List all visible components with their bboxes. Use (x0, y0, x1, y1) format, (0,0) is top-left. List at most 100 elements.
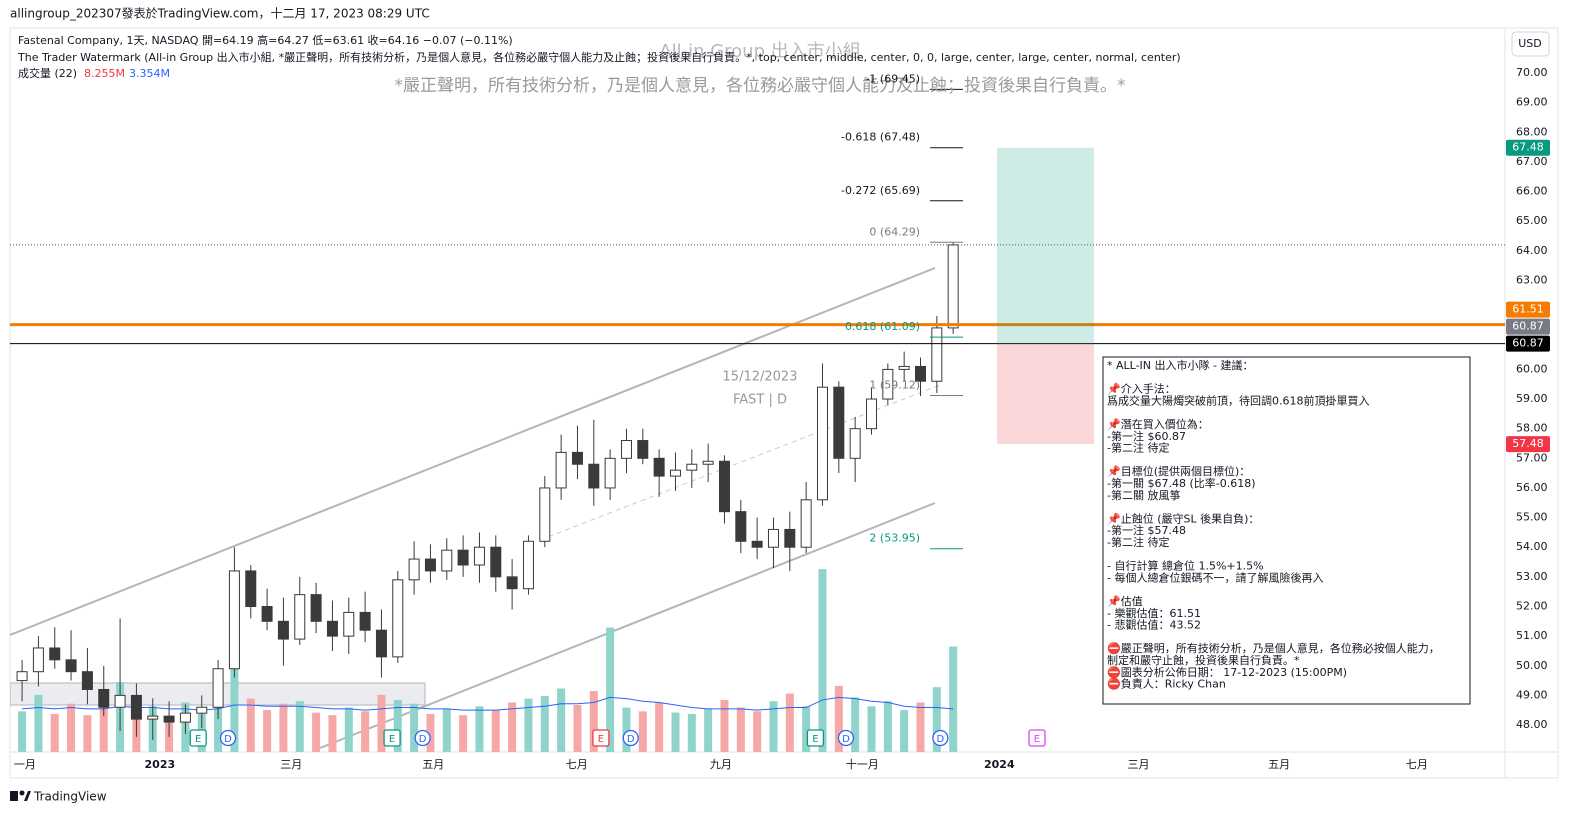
candle-body (800, 499, 812, 548)
volume-bar (50, 713, 59, 752)
candle-body (686, 463, 698, 471)
volume-bar (606, 627, 615, 752)
currency-box[interactable] (1511, 31, 1550, 57)
volume-bar (508, 702, 517, 752)
volume-bar (83, 715, 92, 752)
volume-bar (916, 702, 925, 752)
y-tick-label: 70.00 (1516, 66, 1548, 79)
event-badge (189, 729, 207, 747)
info-line: - 樂觀估值：61.51 (1107, 606, 1201, 620)
logo-dot (19, 790, 25, 796)
candle-body (81, 671, 93, 690)
y-tick-label: 63.00 (1516, 273, 1548, 286)
event-marker: D (622, 729, 639, 747)
volume-bar (949, 646, 958, 752)
event-marker: E (383, 729, 401, 747)
volume-bar (851, 697, 860, 752)
y-tick-label: 51.00 (1516, 629, 1548, 642)
event-label: E (598, 734, 604, 745)
event-marker: D (219, 729, 237, 747)
plot (10, 88, 1505, 752)
event-marker: D (414, 729, 431, 747)
info-line: 📌估值 (1107, 594, 1143, 608)
candle-body (163, 715, 175, 723)
candle-body (277, 620, 289, 640)
candle-body (637, 440, 649, 459)
candle-body (228, 570, 240, 670)
footer: TradingView (33, 790, 107, 804)
candle-body (718, 460, 730, 513)
volume-bar (687, 713, 696, 752)
candle-body (849, 428, 861, 459)
volume-bar (540, 696, 549, 752)
volume-bar (818, 569, 827, 752)
currency[interactable]: USD (1518, 37, 1542, 50)
candle-body (751, 540, 763, 548)
candle-body (865, 398, 877, 430)
volume-bar (99, 707, 108, 752)
watermark-title: All-in Group 出入市小組 (659, 41, 860, 62)
candle-body (604, 457, 616, 489)
candle-body (473, 546, 485, 566)
candle-body (784, 528, 796, 548)
info-line: 制定和嚴守止蝕，投資後果自行負責。* (1107, 653, 1300, 667)
volume-bar (230, 663, 239, 752)
y-tick-label: 64.00 (1516, 244, 1548, 257)
event-label: D (937, 734, 945, 745)
info-line: -第二注 待定 (1107, 535, 1169, 549)
volume-bar (67, 703, 76, 752)
fib-label: -1 (69.45) (865, 72, 920, 85)
price-tag (1506, 139, 1550, 156)
candle-body (767, 528, 779, 548)
volume-legend-name: 成交量 (22) (18, 66, 77, 80)
volume-bar (312, 712, 321, 752)
volume-bar (671, 712, 680, 752)
candle-body (653, 457, 665, 477)
y-tick-label: 57.00 (1516, 451, 1548, 464)
event-label: D (627, 734, 635, 745)
candle-body (424, 558, 436, 572)
volume-bar (361, 711, 370, 752)
volume-bar (736, 707, 745, 752)
fib-label: -0.618 (67.48) (841, 131, 920, 144)
candle-body (16, 671, 28, 682)
currency-button[interactable]: USD (1511, 31, 1550, 57)
volume-bar (883, 701, 892, 752)
candle-body (294, 594, 306, 640)
info-box (1102, 356, 1471, 705)
event-badge (414, 729, 431, 747)
event-label: D (842, 734, 850, 745)
price-tag (1506, 301, 1550, 318)
symbol-line: Fastenal Company, 1天, NASDAQ 開=64.19 高=6… (18, 33, 513, 47)
candle-body (98, 688, 110, 708)
volume-bar (246, 698, 255, 752)
x-tick-label: 十一月 (846, 757, 879, 771)
candle-body (914, 365, 926, 382)
y-tick-label: 52.00 (1516, 599, 1548, 612)
price-tag-label: 60.87 (1512, 337, 1544, 350)
candle-body (833, 386, 845, 459)
event-badge (622, 729, 639, 747)
volume-bar (475, 706, 484, 752)
volume-bar (900, 710, 909, 752)
indicator-line: The Trader Watermark (All-in Group 出入市小組… (17, 50, 1181, 64)
volume-bar (704, 708, 713, 752)
volume-bar (214, 693, 223, 752)
candle-body (882, 368, 894, 400)
volume-bar (459, 715, 468, 752)
candle-body (375, 629, 387, 658)
candle-body (539, 487, 551, 542)
info-line: - 自行計算 總倉位 1.5%+1.5% (1107, 559, 1264, 573)
y-tick-label: 56.00 (1516, 481, 1548, 494)
price-tag (1506, 335, 1550, 352)
event-label: D (419, 734, 427, 745)
candle-body (196, 706, 208, 714)
info-line: ⛔負責人：Ricky Chan (1107, 677, 1226, 691)
x-tick-label: 一月 (14, 758, 36, 771)
position-target-zone (997, 147, 1094, 344)
y-tick-label: 48.00 (1516, 718, 1548, 731)
candle-body (898, 365, 910, 370)
info-line: 📌止蝕位 (嚴守SL 後果自負)： (1107, 511, 1259, 525)
event-label: E (1034, 734, 1040, 745)
